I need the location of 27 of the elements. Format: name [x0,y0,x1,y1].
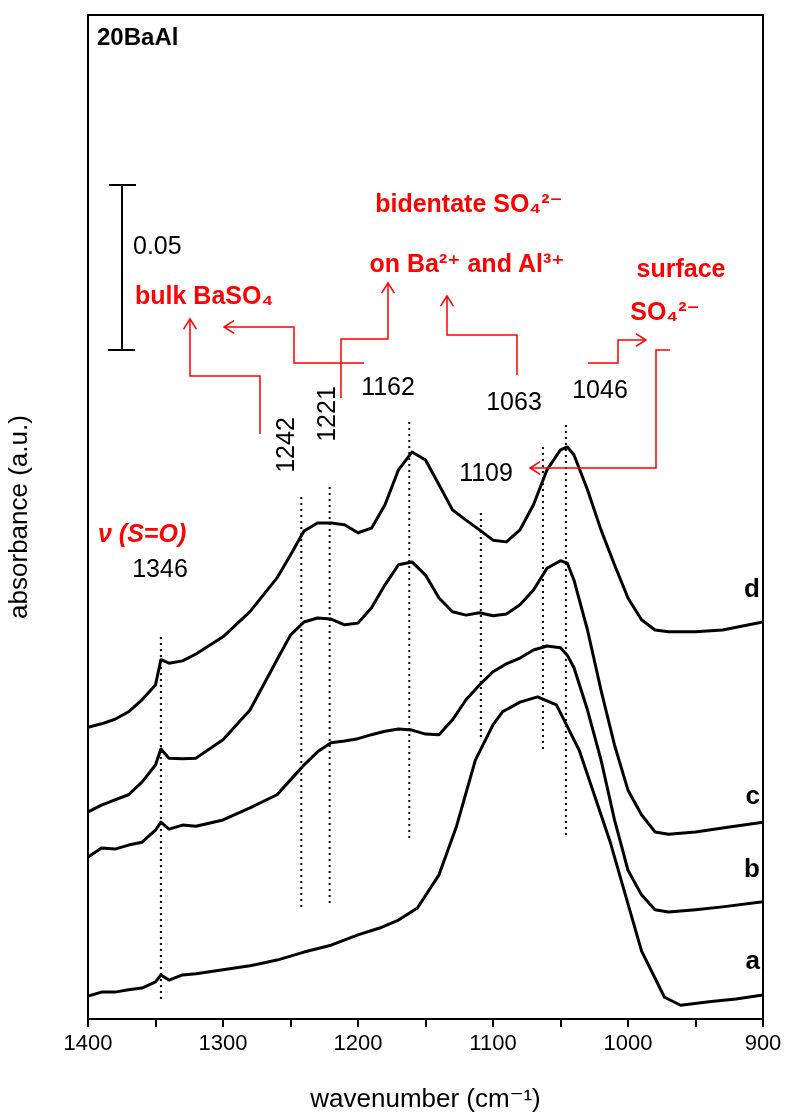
series-label: a [745,945,761,976]
ref-line-label: 1346 [132,553,188,582]
text: SO₄²⁻ [630,296,700,325]
annotation: ν (S=O) [98,518,187,547]
ref-line-label: 1162 [361,371,415,400]
ref-line-label: 1109 [459,457,513,486]
x-tick-label: 1100 [469,1030,517,1056]
ref-line-label: 1046 [572,374,628,403]
ref-line-label: 1063 [486,386,542,415]
x-tick-label: 900 [744,1030,782,1056]
x-axis-title: wavenumber (cm⁻¹) [309,1082,541,1113]
text: on Ba²⁺ and Al³⁺ [369,248,565,277]
text: bidentate SO₄²⁻ [375,188,563,217]
ref-line-label: 1242 [270,417,299,473]
text: bulk BaSO₄ [135,280,274,309]
x-tick-label: 1300 [198,1030,248,1056]
x-tick-label: 1000 [603,1030,653,1056]
x-tick-label: 1400 [63,1030,113,1056]
chart-title: 20BaAl [97,22,179,50]
series-label: b [744,853,760,884]
text: surface [636,253,726,282]
text: 0.05 [133,230,182,259]
y-axis-title: absorbance (a.u.) [2,415,33,619]
series-label: d [744,573,760,604]
series-label: c [745,780,760,811]
x-tick-label: 1200 [333,1030,383,1056]
ref-line-label: 1221 [311,386,340,442]
